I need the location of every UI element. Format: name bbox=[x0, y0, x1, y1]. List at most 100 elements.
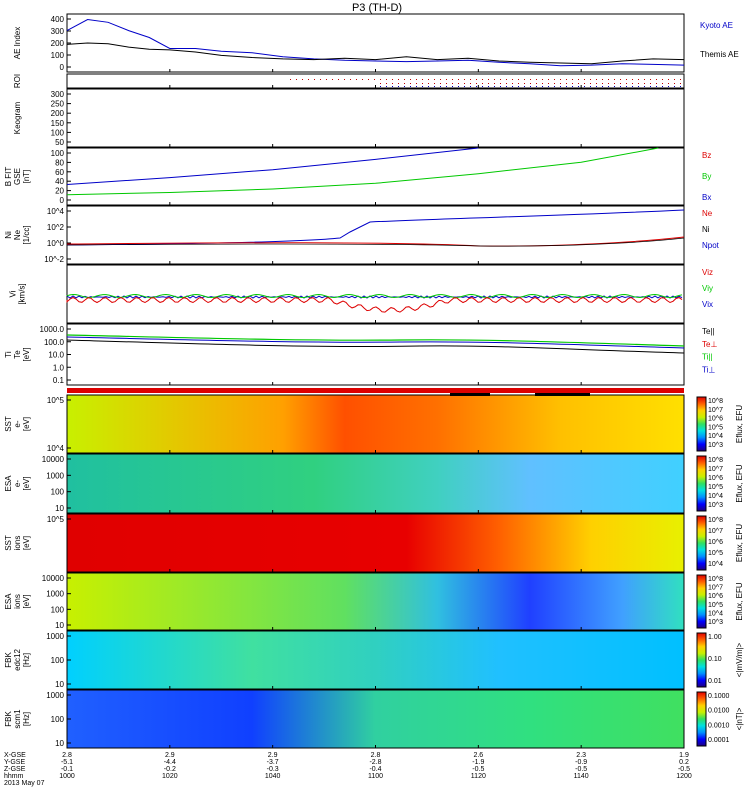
ephem-value: -0.4 bbox=[369, 766, 381, 773]
ephem-value: -0.9 bbox=[575, 759, 587, 766]
roi-dot bbox=[650, 83, 651, 84]
roi-dot bbox=[398, 86, 399, 87]
roi-dot bbox=[668, 83, 669, 84]
ylabel-vi: [km/s] bbox=[18, 283, 27, 304]
colorbar-tick: 10^3 bbox=[708, 619, 723, 626]
colorbar-tick: 10^6 bbox=[708, 539, 723, 546]
roi-dot bbox=[470, 86, 471, 87]
roi-dot bbox=[302, 79, 303, 80]
roi-dot bbox=[656, 79, 657, 80]
roi-dot bbox=[680, 83, 681, 84]
roi-dot bbox=[314, 79, 315, 80]
ephem-label-0: X-GSE bbox=[4, 752, 26, 759]
roi-dot bbox=[416, 79, 417, 80]
roi-dot bbox=[434, 79, 435, 80]
roi-dot bbox=[446, 86, 447, 87]
ylabel-sst_i: SST bbox=[4, 535, 13, 551]
colorbar-tick: 10^4 bbox=[708, 610, 723, 617]
roi-dot bbox=[674, 79, 675, 80]
ylabel-fbk_b: scm1 bbox=[13, 709, 22, 729]
ytick-label: 1000 bbox=[46, 632, 64, 641]
panel-ae: 400 300 200 100 0 AE Index bbox=[13, 13, 685, 73]
roi-dot bbox=[518, 79, 519, 80]
ylabel-bfit: [nT] bbox=[22, 170, 31, 184]
roi-dot bbox=[410, 86, 411, 87]
roi-dot bbox=[452, 83, 453, 84]
roi-dot bbox=[500, 79, 501, 80]
ytick-label: 80 bbox=[55, 158, 64, 167]
roi-dot bbox=[416, 83, 417, 84]
colorbar-tick: 10^8 bbox=[708, 576, 723, 583]
colorbar-esa_i bbox=[696, 574, 707, 629]
ytick-label: 100 bbox=[51, 51, 65, 60]
ephem-value: -0.5 bbox=[575, 766, 587, 773]
series-npot bbox=[66, 209, 685, 246]
ytick-label: 100 bbox=[51, 128, 65, 137]
ytick-label: 200 bbox=[51, 109, 65, 118]
legend-vi: Viy bbox=[702, 284, 713, 293]
ylabel-ae: AE Index bbox=[13, 27, 22, 59]
ytick-label: 10^-2 bbox=[44, 255, 64, 264]
roi-dot bbox=[398, 79, 399, 80]
roi-dot bbox=[506, 83, 507, 84]
ylabel-ni: [1/cc] bbox=[22, 225, 31, 244]
ephem-value: 1.9 bbox=[679, 752, 689, 759]
roi-dot bbox=[560, 79, 561, 80]
roi-dot bbox=[602, 86, 603, 87]
ephem-value: 2.9 bbox=[165, 752, 175, 759]
roi-dot bbox=[482, 83, 483, 84]
roi-dot bbox=[650, 86, 651, 87]
roi-dot bbox=[392, 83, 393, 84]
legend-ti: Te⊥ bbox=[702, 340, 717, 349]
roi-dot bbox=[596, 83, 597, 84]
ytick-label: 10 bbox=[55, 621, 64, 630]
series-bx bbox=[66, 147, 479, 185]
ylabel-fbk_b: [Hz] bbox=[22, 712, 31, 726]
ephem-value: -0.1 bbox=[61, 766, 73, 773]
colorbar-tick: 10^6 bbox=[708, 416, 723, 423]
roi-dot bbox=[476, 79, 477, 80]
roi-dot bbox=[392, 79, 393, 80]
series-viz bbox=[66, 296, 683, 313]
ephem-value: -4.4 bbox=[164, 759, 176, 766]
roi-dot bbox=[422, 86, 423, 87]
series-themis-ae bbox=[66, 42, 685, 65]
ephem-label-3: hhmm bbox=[4, 773, 24, 780]
ephem-value: 2.9 bbox=[268, 752, 278, 759]
roi-dot bbox=[452, 79, 453, 80]
colorbar-sst_i bbox=[696, 515, 707, 571]
roi-dot bbox=[482, 86, 483, 87]
ephem-value: -0.3 bbox=[267, 766, 279, 773]
ylabel-bfit: B FIT bbox=[4, 167, 13, 187]
ephem-value: 2.6 bbox=[473, 752, 483, 759]
roi-dot bbox=[632, 86, 633, 87]
roi-dot bbox=[494, 83, 495, 84]
legend-ni: Ni bbox=[702, 225, 710, 234]
frame-bfit bbox=[66, 147, 685, 206]
mode-bar-gap bbox=[450, 393, 490, 396]
legend-vi: Vix bbox=[702, 300, 713, 309]
colorbar-tick: 10^5 bbox=[708, 602, 723, 609]
roi-dot bbox=[578, 83, 579, 84]
ylabel-esa_i: ESA bbox=[4, 593, 13, 610]
ytick-label: 60 bbox=[55, 168, 64, 177]
roi-dot bbox=[524, 86, 525, 87]
colorbar-tick: 10^8 bbox=[708, 398, 723, 405]
ytick-label: 10^2 bbox=[47, 223, 65, 232]
roi-dot bbox=[548, 79, 549, 80]
roi-dot bbox=[566, 86, 567, 87]
colorbar-tick: 0.01 bbox=[708, 678, 722, 685]
ytick-label: 10^0 bbox=[47, 239, 65, 248]
colorbar-tick: 10^7 bbox=[708, 585, 723, 592]
ytick-label: 100 bbox=[51, 149, 65, 158]
roi-dot bbox=[386, 79, 387, 80]
roi-dot bbox=[368, 79, 369, 80]
ytick-label: 100 bbox=[51, 605, 65, 614]
roi-dot bbox=[464, 79, 465, 80]
roi-dot bbox=[380, 83, 381, 84]
roi-dot bbox=[428, 83, 429, 84]
colorbar-tick: 10^6 bbox=[708, 475, 723, 482]
roi-dot bbox=[674, 86, 675, 87]
roi-dot bbox=[560, 83, 561, 84]
